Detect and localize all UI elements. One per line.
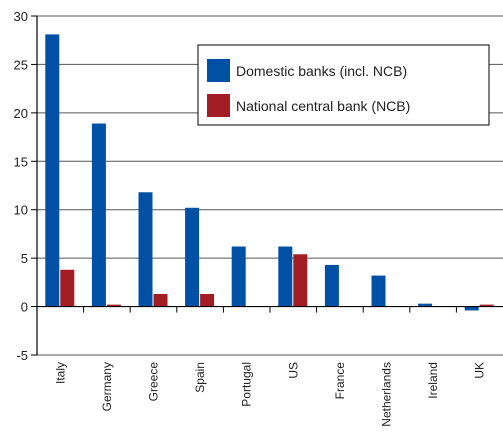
y-tick-label: 15 [14,154,28,169]
legend-label-domestic: Domestic banks (incl. NCB) [236,63,407,79]
bar-domestic-italy [45,34,60,307]
bar-domestic-portugal [231,246,246,307]
y-tick-label: 10 [14,203,28,218]
legend-box [197,44,490,126]
x-tick-label: Greece [147,362,161,402]
x-tick-label: Netherlands [380,362,394,427]
bar-domestic-netherlands [371,275,386,307]
x-tick-label: US [286,362,300,379]
bar-domestic-greece [138,192,153,307]
x-tick-label: Germany [100,362,114,411]
y-tick-label: 20 [14,106,28,121]
bar-domestic-ireland [418,303,433,307]
bar-ncb-uk [479,304,494,307]
x-tick-label: Italy [53,362,67,384]
x-tick-label: UK [473,362,487,379]
bar-domestic-germany [91,123,106,307]
y-tick-labels: 30 25 20 15 10 5 0 -5 [14,9,28,363]
x-tick-label: France [333,362,347,400]
bars [45,34,494,311]
legend-swatch-domestic [207,59,230,82]
bar-ncb-germany [106,304,121,307]
bar-ncb-greece [153,293,168,307]
bar-ncb-spain [200,293,215,307]
legend-label-ncb: National central bank (NCB) [236,98,410,114]
y-tick-label: 25 [14,57,28,72]
bar-ncb-italy [60,269,75,307]
y-tick-label: 5 [21,251,28,266]
x-tick-label: Portugal [240,362,254,407]
x-tick-labels: Italy Germany Greece Spain Portugal US France N… [53,362,486,427]
y-tick-label: 30 [14,9,28,24]
bar-domestic-uk [464,306,479,311]
bar-domestic-france [324,264,339,307]
bar-domestic-spain [185,207,200,307]
legend-swatch-ncb [207,94,230,117]
y-tick-label: 0 [21,300,28,315]
x-tick-label: Spain [193,362,207,393]
bar-domestic-us [278,246,293,307]
legend: Domestic banks (incl. NCB) National cent… [197,44,490,126]
x-tick-label: Ireland [426,362,440,399]
bar-ncb-us [293,254,308,307]
y-tick-label: -5 [16,348,28,363]
axes [36,16,503,355]
